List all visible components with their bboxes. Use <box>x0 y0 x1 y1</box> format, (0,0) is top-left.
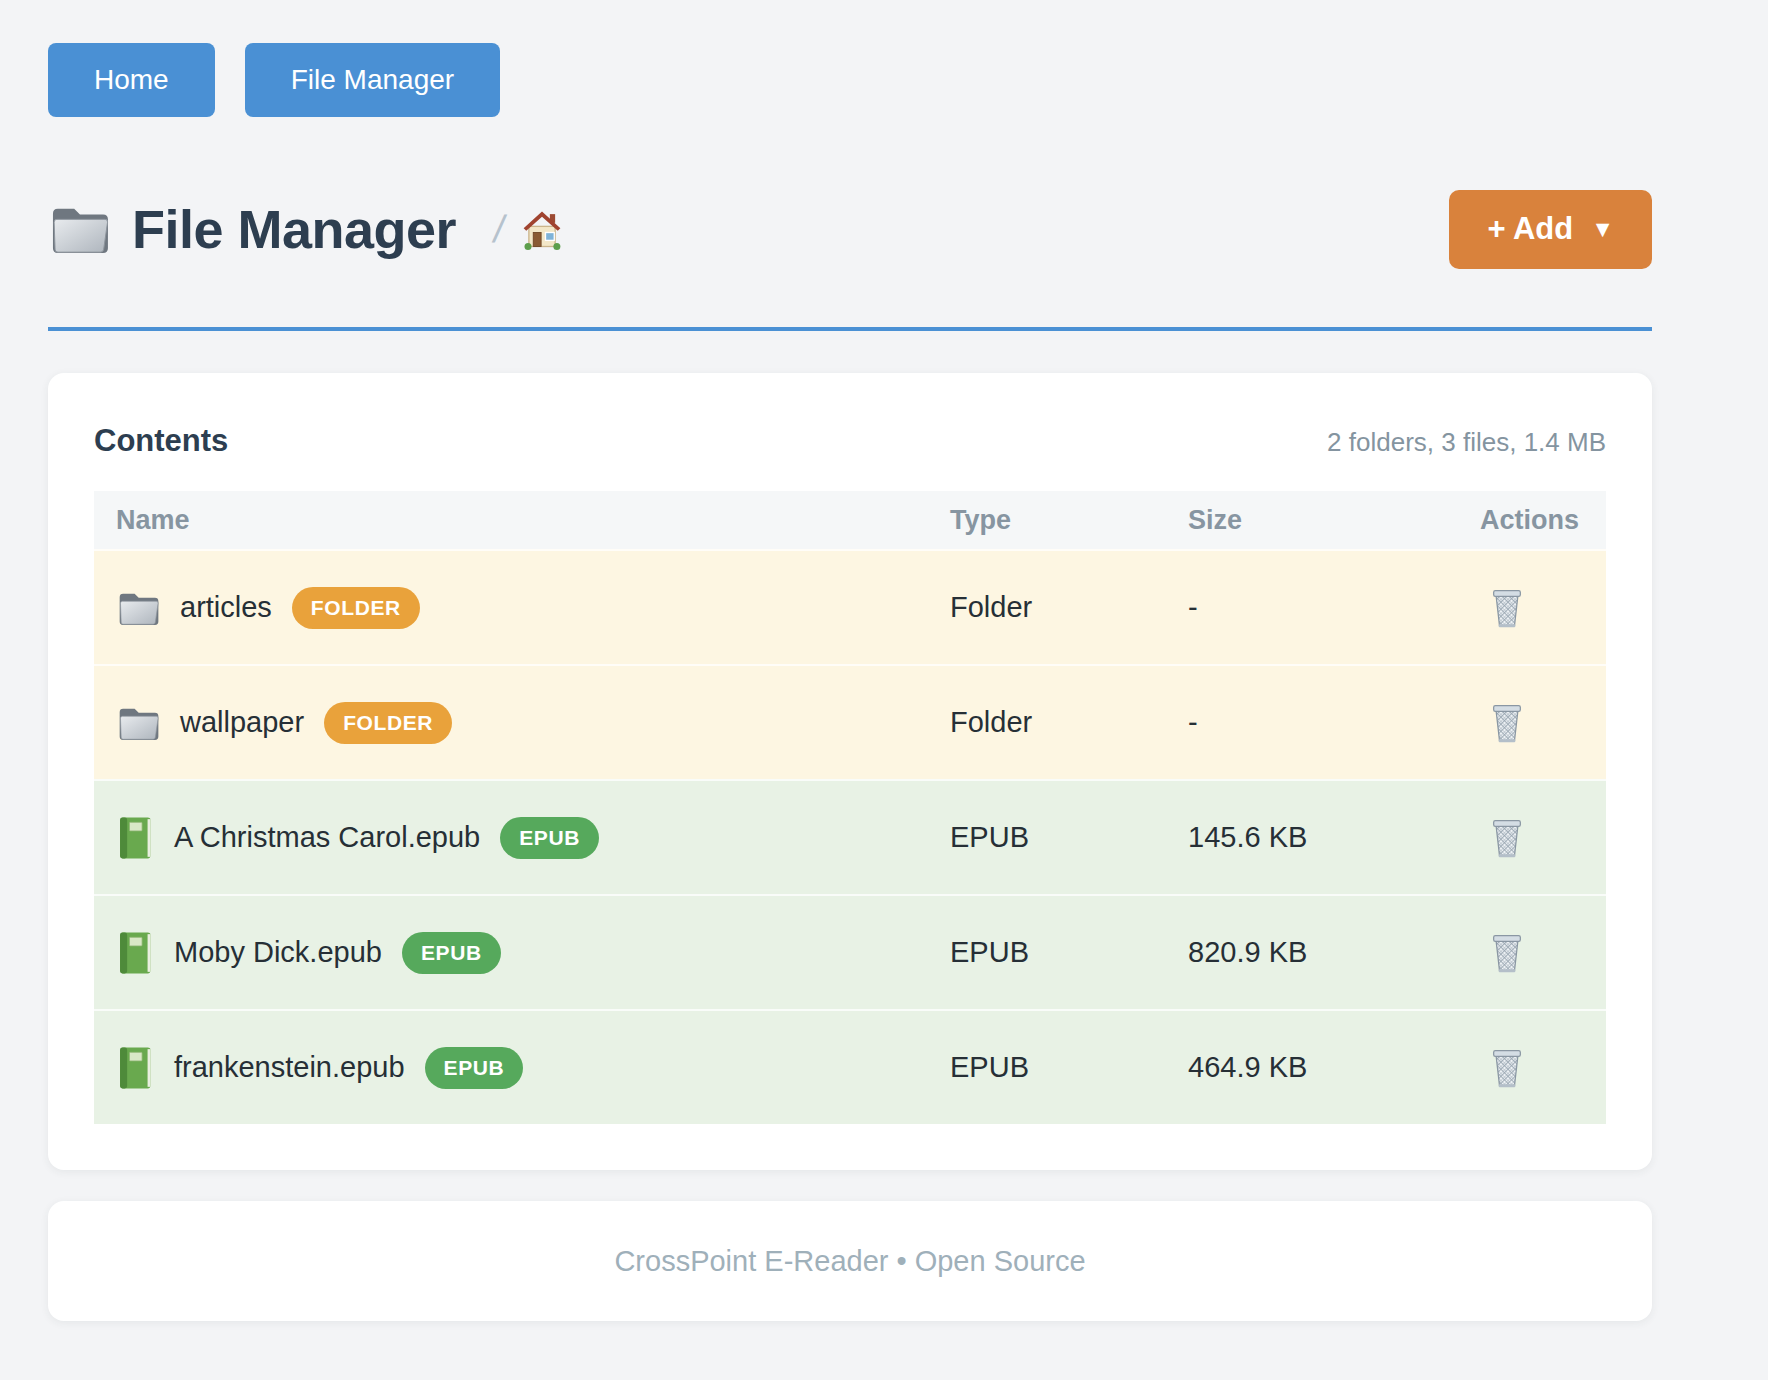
delete-button[interactable] <box>1490 933 1524 973</box>
trash-icon <box>1490 616 1524 631</box>
file-name: frankenstein.epub <box>174 1051 405 1084</box>
folder-icon <box>48 202 110 256</box>
contents-title: Contents <box>94 421 228 461</box>
table-row[interactable]: wallpaper FOLDER Folder - <box>94 664 1606 779</box>
contents-summary: 2 folders, 3 files, 1.4 MB <box>1327 427 1606 458</box>
type-badge: EPUB <box>402 932 501 974</box>
nav-button-home[interactable]: Home <box>48 43 215 117</box>
page-container: Home File Manager File Manager / <box>48 0 1652 1321</box>
file-type: EPUB <box>930 821 1168 854</box>
trash-icon <box>1490 961 1524 976</box>
file-size: - <box>1168 591 1460 624</box>
nav-button-file-manager[interactable]: File Manager <box>245 43 500 117</box>
trash-icon <box>1490 731 1524 746</box>
table-row[interactable]: Moby Dick.epub EPUB EPUB 820.9 KB <box>94 894 1606 1009</box>
file-size: - <box>1168 706 1460 739</box>
file-table: Name Type Size Actions <box>94 491 1606 1124</box>
footer-card: CrossPoint E-Reader • Open Source <box>48 1201 1652 1321</box>
table-row[interactable]: A Christmas Carol.epub EPUB EPUB 145.6 K… <box>94 779 1606 894</box>
house-icon[interactable] <box>521 208 563 250</box>
column-header-type: Type <box>930 505 1168 536</box>
file-name: Moby Dick.epub <box>174 936 382 969</box>
folder-icon <box>116 704 160 742</box>
file-name: A Christmas Carol.epub <box>174 821 480 854</box>
green-book-icon <box>116 1046 154 1090</box>
file-type: EPUB <box>930 936 1168 969</box>
delete-button[interactable] <box>1490 703 1524 743</box>
table-row[interactable]: frankenstein.epub EPUB EPUB 464.9 KB <box>94 1009 1606 1124</box>
column-header-name: Name <box>94 505 930 536</box>
file-name: wallpaper <box>180 706 304 739</box>
trash-icon <box>1490 1076 1524 1091</box>
contents-card-header: Contents 2 folders, 3 files, 1.4 MB <box>94 421 1606 461</box>
table-body: articles FOLDER Folder - <box>94 549 1606 1124</box>
top-nav: Home File Manager <box>48 43 1652 117</box>
breadcrumb: / <box>494 208 563 251</box>
footer-text: CrossPoint E-Reader • Open Source <box>614 1245 1085 1278</box>
column-header-actions: Actions <box>1460 505 1606 536</box>
delete-button[interactable] <box>1490 588 1524 628</box>
add-button[interactable]: + Add ▼ <box>1449 190 1652 269</box>
delete-button[interactable] <box>1490 818 1524 858</box>
file-size: 464.9 KB <box>1168 1051 1460 1084</box>
header-divider <box>48 327 1652 331</box>
file-size: 145.6 KB <box>1168 821 1460 854</box>
file-type: EPUB <box>930 1051 1168 1084</box>
type-badge: EPUB <box>425 1047 524 1089</box>
folder-icon <box>116 589 160 627</box>
type-badge: FOLDER <box>324 702 452 744</box>
table-row[interactable]: articles FOLDER Folder - <box>94 549 1606 664</box>
file-size: 820.9 KB <box>1168 936 1460 969</box>
contents-card: Contents 2 folders, 3 files, 1.4 MB Name… <box>48 373 1652 1170</box>
caret-down-icon: ▼ <box>1591 218 1614 241</box>
green-book-icon <box>116 931 154 975</box>
file-name: articles <box>180 591 272 624</box>
type-badge: FOLDER <box>292 587 420 629</box>
page-header: File Manager / + Add ▼ <box>48 189 1652 269</box>
add-button-label: + Add <box>1487 211 1573 247</box>
column-header-size: Size <box>1168 505 1460 536</box>
file-type: Folder <box>930 706 1168 739</box>
green-book-icon <box>116 816 154 860</box>
table-header-row: Name Type Size Actions <box>94 491 1606 549</box>
page-title: File Manager <box>132 198 456 260</box>
breadcrumb-separator: / <box>490 208 508 251</box>
type-badge: EPUB <box>500 817 599 859</box>
delete-button[interactable] <box>1490 1048 1524 1088</box>
trash-icon <box>1490 846 1524 861</box>
file-type: Folder <box>930 591 1168 624</box>
